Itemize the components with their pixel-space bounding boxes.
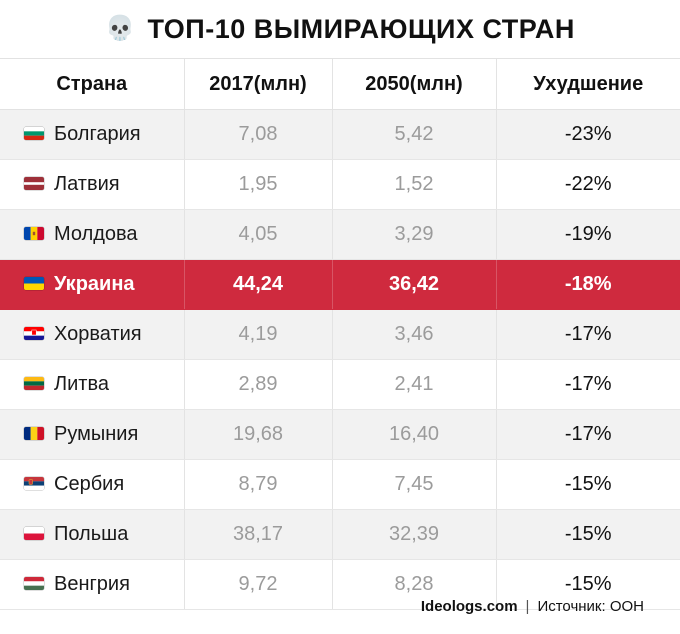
country-name: Болгария <box>54 123 141 145</box>
population-2017-cell: 38,17 <box>183 509 332 560</box>
change-cell: -22% <box>495 159 680 210</box>
change-cell: -17% <box>495 309 680 360</box>
croatia-flag-icon <box>24 326 44 340</box>
title-text: ТОП-10 ВЫМИРАЮЩИХ СТРАН <box>147 13 575 44</box>
country-cell: Болгария <box>0 109 184 160</box>
population-2050-cell: 1,52 <box>331 159 496 210</box>
table-header-row: Страна 2017(млн) 2050(млн) Ухудшение <box>0 58 680 110</box>
page-title: 💀 ТОП-10 ВЫМИРАЮЩИХ СТРАН <box>0 0 680 58</box>
population-2050-cell: 2,41 <box>331 359 496 410</box>
population-table: Страна 2017(млн) 2050(млн) Ухудшение Бол… <box>0 58 680 610</box>
population-2017-cell: 44,24 <box>183 259 332 310</box>
country-cell: Латвия <box>0 159 184 210</box>
site-name: Ideologs.com <box>420 598 518 615</box>
country-name: Молдова <box>54 223 138 245</box>
change-cell: -15% <box>495 459 680 510</box>
lithuania-flag-icon <box>24 376 44 390</box>
change-cell: -19% <box>495 209 680 260</box>
country-cell: Украина <box>0 259 184 310</box>
country-name: Украина <box>54 273 135 295</box>
table-row: Венгрия 9,72 8,28 -15% <box>0 559 680 610</box>
table-row: Польша 38,17 32,39 -15% <box>0 509 680 560</box>
hungary-flag-icon <box>24 576 44 590</box>
country-cell: Венгрия <box>0 559 184 610</box>
header-2050: 2050(млн) <box>331 58 496 110</box>
ukraine-flag-icon <box>24 276 44 290</box>
country-name: Литва <box>54 373 109 395</box>
moldova-flag-icon <box>24 226 44 240</box>
country-name: Сербия <box>54 473 125 495</box>
population-2050-cell: 5,42 <box>331 109 496 160</box>
skull-icon: 💀 <box>105 15 136 42</box>
country-name: Хорватия <box>54 323 142 345</box>
change-cell: -17% <box>495 409 680 460</box>
country-name: Латвия <box>54 173 120 195</box>
country-cell: Румыния <box>0 409 184 460</box>
poland-flag-icon <box>24 526 44 540</box>
table-body: Болгария 7,08 5,42 -23% Латвия 1,95 1,52 -22% Мо… <box>0 109 680 610</box>
table-row: Румыния 19,68 16,40 -17% <box>0 409 680 460</box>
change-cell: -17% <box>495 359 680 410</box>
table-row: Латвия 1,95 1,52 -22% <box>0 159 680 210</box>
serbia-flag-icon <box>24 476 44 490</box>
country-name: Венгрия <box>54 573 130 595</box>
country-name: Польша <box>54 523 129 545</box>
table-row: Молдова 4,05 3,29 -19% <box>0 209 680 260</box>
header-2017: 2017(млн) <box>183 58 332 110</box>
population-2050-cell: 32,39 <box>331 509 496 560</box>
population-2050-cell: 3,46 <box>331 309 496 360</box>
footer-separator: | <box>525 598 530 615</box>
country-cell: Сербия <box>0 459 184 510</box>
population-2050-cell: 7,45 <box>331 459 496 510</box>
source-credit: Источник: ООН <box>537 598 644 615</box>
change-cell: -15% <box>495 559 680 610</box>
romania-flag-icon <box>24 426 44 440</box>
country-cell: Польша <box>0 509 184 560</box>
table-row: Украина 44,24 36,42 -18% <box>0 259 680 310</box>
table-row: Болгария 7,08 5,42 -23% <box>0 109 680 160</box>
country-cell: Литва <box>0 359 184 410</box>
population-2050-cell: 36,42 <box>331 259 496 310</box>
population-2050-cell: 16,40 <box>331 409 496 460</box>
header-change: Ухудшение <box>495 58 680 110</box>
bulgaria-flag-icon <box>24 126 44 140</box>
population-2017-cell: 8,79 <box>183 459 332 510</box>
population-2017-cell: 4,05 <box>183 209 332 260</box>
country-cell: Молдова <box>0 209 184 260</box>
population-2017-cell: 19,68 <box>183 409 332 460</box>
latvia-flag-icon <box>24 176 44 190</box>
population-2017-cell: 2,89 <box>183 359 332 410</box>
population-2050-cell: 8,28 <box>331 559 496 610</box>
population-2017-cell: 1,95 <box>183 159 332 210</box>
population-2017-cell: 9,72 <box>183 559 332 610</box>
table-row: Хорватия 4,19 3,46 -17% <box>0 309 680 360</box>
population-2050-cell: 3,29 <box>331 209 496 260</box>
country-name: Румыния <box>54 423 139 445</box>
change-cell: -23% <box>495 109 680 160</box>
footer: Ideologs.com | Источник: ООН <box>421 598 644 615</box>
population-2017-cell: 4,19 <box>183 309 332 360</box>
change-cell: -18% <box>495 259 680 310</box>
header-country: Страна <box>0 58 184 110</box>
country-cell: Хорватия <box>0 309 184 360</box>
table-row: Сербия 8,79 7,45 -15% <box>0 459 680 510</box>
population-2017-cell: 7,08 <box>183 109 332 160</box>
change-cell: -15% <box>495 509 680 560</box>
table-row: Литва 2,89 2,41 -17% <box>0 359 680 410</box>
